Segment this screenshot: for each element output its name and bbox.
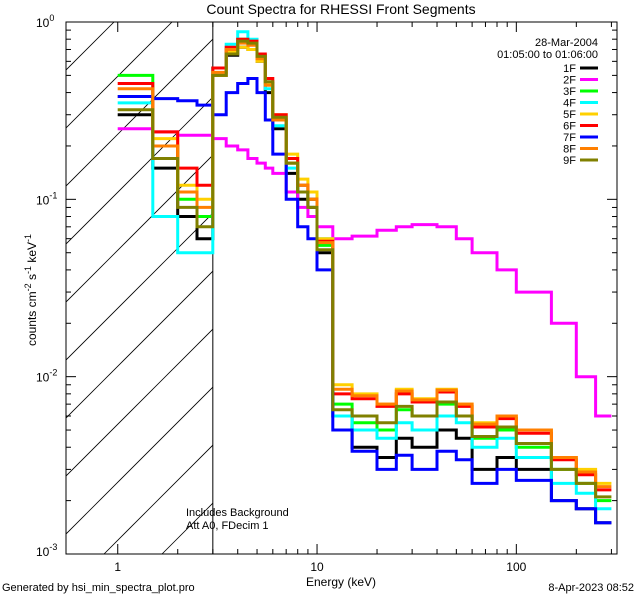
axis-ticks (66, 22, 617, 555)
legend-label-5F: 5F (563, 109, 576, 121)
plot-frame (65, 21, 618, 555)
series-line-7F (117, 77, 612, 525)
legend-label-2F: 2F (563, 75, 576, 87)
hatch-line (66, 96, 213, 245)
y-tick-label: 10-1 (36, 190, 57, 207)
legend-label-6F: 6F (563, 121, 576, 133)
legend-label-9F: 9F (563, 155, 576, 167)
legend-label-7F: 7F (563, 132, 576, 144)
x-tick-label: 100 (506, 560, 526, 574)
chart-title: Count Spectra for RHESSI Front Segments (206, 1, 475, 17)
legend-label-4F: 4F (563, 98, 576, 110)
series-line-9F (117, 39, 612, 499)
x-tick-label: 10 (310, 560, 324, 574)
hatch-line (66, 386, 213, 535)
date-label: 28-Mar-2004 (535, 37, 598, 49)
x-tick-label: 1 (114, 560, 121, 574)
hatch-line (66, 328, 213, 477)
attenuator-note: Att A0, FDecim 1 (186, 520, 269, 532)
legend-label-8F: 8F (563, 144, 576, 156)
hatch-line (66, 154, 213, 303)
legend-label-1F: 1F (563, 63, 576, 75)
series-lines (117, 30, 612, 525)
y-tick-label: 10-3 (36, 542, 57, 559)
y-tick-label: 100 (36, 13, 54, 30)
y-tick-label: 10-2 (36, 368, 57, 385)
y-axis-label: counts cm-2 s-1 keV-1 (23, 234, 39, 346)
x-axis-label: Energy (keV) (306, 575, 376, 589)
tick-labels: 1 10 100 100 10-1 10-2 10-3 (36, 13, 527, 574)
legend-label-3F: 3F (563, 86, 576, 98)
background-note: Includes Background (186, 507, 289, 519)
generated-by-footer: Generated by hsi_min_spectra_plot.pro (2, 582, 195, 594)
time-range-label: 01:05:00 to 01:06:00 (497, 49, 598, 61)
timestamp-footer: 8-Apr-2023 08:52 (548, 582, 634, 594)
